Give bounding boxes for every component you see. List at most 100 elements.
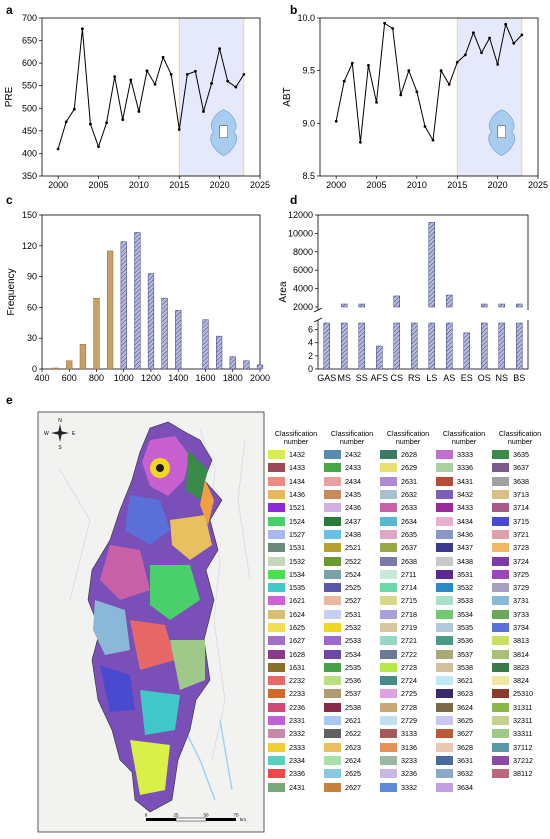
legend-item: 2628 (380, 448, 436, 461)
legend-code: 3431 (457, 476, 473, 486)
legend-swatch (492, 662, 509, 672)
legend-code: 2236 (289, 702, 305, 712)
legend-swatch (492, 583, 509, 593)
legend-code: 3332 (401, 782, 417, 792)
legend-item: 2521 (324, 541, 380, 554)
bar-upper (516, 303, 523, 308)
plot-frame (317, 214, 529, 370)
legend-code: 1527 (289, 529, 305, 539)
legend-item: 2336 (268, 767, 324, 780)
legend-swatch (380, 729, 397, 739)
data-point (367, 64, 370, 67)
legend-item: 3823 (492, 661, 548, 674)
legend-code: 2632 (401, 490, 417, 500)
legend-item: 38112 (492, 767, 548, 780)
legend-swatch (268, 583, 285, 593)
legend-item: 2538 (324, 701, 380, 714)
legend-item: 3721 (492, 528, 548, 541)
legend-code: 3133 (401, 729, 417, 739)
legend-code: 3625 (457, 716, 473, 726)
data-point (512, 41, 516, 45)
legend-code: 2332 (289, 729, 305, 739)
legend-swatch (324, 662, 341, 672)
legend-swatch (268, 636, 285, 646)
legend-item: 2633 (380, 501, 436, 514)
legend-code: 2634 (401, 516, 417, 526)
y-tick-label: 0 (308, 364, 313, 374)
data-point (105, 121, 108, 125)
legend-item: 3638 (492, 475, 548, 488)
legend-code: 2629 (401, 463, 417, 473)
data-point (358, 140, 362, 144)
legend-item: 1521 (268, 501, 324, 514)
legend-item: 31311 (492, 701, 548, 714)
legend-swatch (380, 583, 397, 593)
legend-item: 2724 (380, 674, 436, 687)
line-chart-pre: 2000 2005 2010 2015 2020 2025 350 400 450 500 550 6… (4, 13, 270, 190)
legend-swatch (268, 490, 285, 500)
legend-item: 1535 (268, 581, 324, 594)
legend-swatch (492, 529, 509, 539)
histogram-bar (229, 356, 236, 370)
legend-swatch (436, 649, 453, 659)
legend-item: 2522 (324, 554, 380, 567)
y-tick-label: 2 (308, 351, 313, 361)
bar-upper (341, 303, 348, 308)
legend-item: 3332 (380, 780, 436, 793)
legend-code: 32311 (513, 716, 533, 726)
legend-swatch (268, 503, 285, 513)
histogram-bar (52, 367, 59, 370)
legend-item: 2728 (380, 701, 436, 714)
legend-code: 3631 (457, 755, 473, 765)
legend-item: 3715 (492, 514, 548, 527)
legend-swatch (324, 676, 341, 686)
legend-item: 3628 (436, 741, 492, 754)
data-point (80, 27, 84, 31)
data-point (480, 51, 483, 55)
legend-swatch (380, 463, 397, 473)
data-point (375, 100, 378, 104)
map-patches (93, 436, 214, 795)
legend-swatch (492, 716, 509, 726)
legend-swatch (436, 569, 453, 579)
legend-code: 3534 (457, 609, 473, 619)
legend-item: 3624 (436, 701, 492, 714)
histogram-bar (134, 232, 141, 370)
legend-swatch (268, 702, 285, 712)
legend-item: 3637 (492, 461, 548, 474)
histogram-bar (243, 360, 250, 370)
legend-column: Classification number 3635 3637 3638 3713 371… (492, 430, 548, 780)
legend-item: 1624 (268, 608, 324, 621)
legend-swatch (268, 662, 285, 672)
legend-swatch (268, 556, 285, 566)
svg-text:50: 50 (203, 813, 209, 818)
y-tick-label: 700 (22, 13, 37, 23)
legend-item: 2331 (268, 714, 324, 727)
legend-item: 2536 (324, 674, 380, 687)
legend-item: 37112 (492, 741, 548, 754)
legend-item: 2524 (324, 568, 380, 581)
axis-break-gap (317, 310, 531, 320)
data-point (129, 78, 133, 82)
legend-code: 37212 (513, 755, 533, 765)
legend-code: 3714 (513, 503, 529, 513)
legend-swatch (268, 649, 285, 659)
legend-column: Classification number 3333 3336 3431 3432 343… (436, 430, 492, 794)
data-point (145, 69, 149, 73)
data-point (399, 93, 403, 97)
legend-item: 2625 (324, 767, 380, 780)
legend-item: 2534 (324, 647, 380, 660)
legend-code: 1521 (289, 503, 305, 513)
x-tick-label: 1800 (223, 373, 243, 383)
legend-item: 3713 (492, 488, 548, 501)
scale-bar: 0 25 50 75 km (145, 813, 247, 823)
legend-item: 3437 (436, 541, 492, 554)
data-point (210, 82, 213, 85)
y-tick-label: 0 (32, 364, 37, 374)
legend-code: 2532 (345, 623, 361, 632)
legend-swatch (268, 742, 285, 752)
legend-item: 2537 (324, 687, 380, 700)
histogram-bar (66, 360, 73, 370)
legend-swatch (380, 702, 397, 712)
legend-item: 3635 (492, 448, 548, 461)
